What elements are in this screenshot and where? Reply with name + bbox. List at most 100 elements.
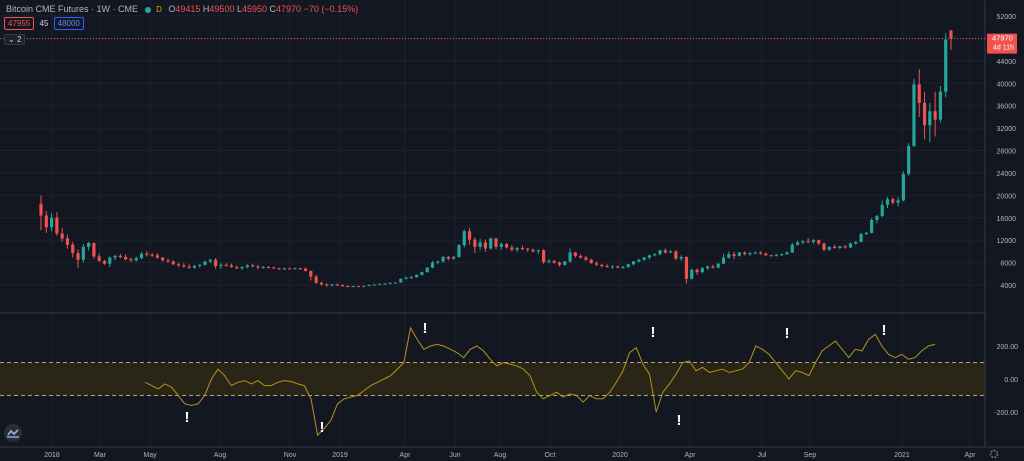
candle-body — [436, 261, 440, 263]
candle — [843, 245, 847, 249]
candle-body — [166, 260, 170, 262]
time-tick-label: Apr — [400, 452, 412, 459]
candle-body — [97, 256, 101, 261]
candle — [859, 232, 863, 243]
candle-body — [314, 276, 318, 283]
candle-body — [848, 243, 853, 248]
candle-body — [266, 267, 271, 269]
time-tick-label: Jul — [758, 452, 767, 459]
candle — [393, 282, 398, 284]
candle — [637, 258, 641, 263]
candle-body — [208, 259, 212, 262]
candle — [833, 244, 837, 249]
candle — [166, 258, 170, 263]
alert-markers: !!!!!!! — [185, 320, 887, 436]
candle-body — [557, 262, 562, 265]
candle — [182, 263, 186, 268]
alert-mark-icon: ! — [320, 419, 325, 436]
spread-value: 45 — [39, 19, 49, 28]
ohlc-open-value: 49415 — [175, 4, 201, 14]
candle — [743, 251, 747, 256]
candle — [198, 264, 202, 268]
candle — [758, 251, 763, 255]
ohlc-open-label: O — [168, 4, 176, 14]
candle-body — [494, 238, 498, 247]
candle-body — [695, 269, 699, 273]
candle — [938, 86, 943, 123]
price-tick-label: 52000 — [997, 14, 1017, 21]
candle-body — [504, 244, 509, 248]
candle-body — [71, 244, 75, 254]
sell-button[interactable]: 47955 — [4, 17, 35, 30]
candle — [277, 267, 281, 270]
candle-body — [785, 252, 789, 255]
candle — [774, 254, 778, 257]
candle — [261, 265, 265, 269]
candle — [44, 211, 48, 233]
candle — [155, 253, 159, 259]
symbol-legend[interactable]: Bitcoin CME Futures · 1W · CME D O49415 … — [6, 4, 358, 14]
oscillator-tick-label: 200.00 — [997, 344, 1019, 351]
candle-body — [658, 250, 662, 255]
candle-body — [288, 268, 292, 270]
candle-body — [134, 258, 138, 261]
candle — [854, 241, 858, 245]
candle-body — [420, 272, 424, 275]
candle — [229, 263, 234, 268]
oscillator-band — [0, 362, 985, 396]
candle — [362, 285, 366, 288]
candle-body — [684, 256, 689, 279]
candle-body — [706, 266, 710, 269]
candle — [346, 285, 350, 288]
time-tick-label: Nov — [284, 452, 297, 459]
settings-gear-icon[interactable] — [989, 449, 999, 459]
candle-body — [616, 266, 620, 268]
buy-button[interactable]: 48000 — [53, 17, 84, 30]
candle — [706, 265, 710, 270]
tradingview-logo[interactable] — [4, 424, 22, 442]
candle — [669, 250, 673, 254]
candle — [642, 256, 646, 261]
candle — [499, 242, 503, 250]
candle — [838, 245, 842, 250]
candle — [240, 266, 244, 270]
candle-body — [229, 265, 234, 268]
candle — [49, 213, 54, 232]
candle — [378, 283, 382, 285]
candle-body — [780, 254, 784, 256]
candle-body — [171, 261, 175, 265]
candle-body — [139, 253, 144, 259]
candle-body — [446, 256, 450, 259]
last-price-countdown: 4d 11h — [993, 45, 1014, 52]
candle-body — [690, 269, 694, 279]
candle — [626, 263, 630, 268]
alert-mark-icon: ! — [423, 320, 428, 337]
candle-body — [55, 217, 59, 234]
price-change: −70 (−0.15%) — [303, 4, 359, 14]
candle-body — [790, 244, 794, 253]
candle-body — [319, 282, 323, 285]
candle — [425, 267, 429, 273]
indicator-collapse-button[interactable]: ⌄ 2 — [4, 34, 26, 45]
time-tick-label: Apr — [685, 452, 697, 459]
oscillator-line — [144, 326, 936, 437]
candle — [452, 255, 456, 260]
price-tick-label: 36000 — [997, 104, 1017, 111]
candle-body — [743, 252, 747, 255]
candle-body — [669, 251, 673, 253]
symbol-title: Bitcoin CME Futures · 1W · CME — [6, 4, 139, 14]
candle — [87, 241, 91, 251]
time-tick-label: Mar — [94, 452, 107, 459]
candle — [520, 245, 525, 251]
candle — [494, 237, 498, 250]
candle-body — [309, 270, 313, 277]
candle-body — [124, 256, 128, 260]
candle — [727, 251, 731, 259]
candle-body — [801, 241, 805, 243]
candle-body — [219, 264, 223, 266]
candle-body — [600, 264, 604, 266]
candle — [817, 239, 821, 246]
candle-body — [885, 199, 890, 205]
ohlc-high-label: H — [202, 4, 210, 14]
